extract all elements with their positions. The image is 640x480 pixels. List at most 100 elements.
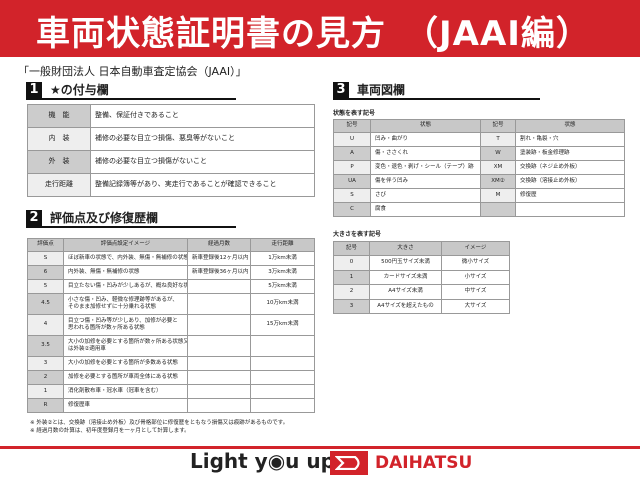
table-cell: 交換跡（ネジ止め外板） — [515, 160, 625, 175]
size-symbol-table: 記号 大きさ イメージ 0 500円玉サイズ未満 微小サイズ 1 カードサイズ未満 小サイズ 2… — [333, 241, 510, 314]
column-header: 記号 — [480, 119, 516, 133]
table-cell: 新車登録後36ヶ月以内 — [187, 265, 251, 280]
table-cell: P — [333, 160, 371, 175]
table-cell: M — [480, 188, 516, 203]
column-header: 記号 — [333, 241, 370, 256]
state-symbol-table: 記号 状態 記号 状態 U 凹み・曲がり T 割れ・亀裂・穴 A 傷・ささくれ W 塗装跡・板金修理… — [333, 119, 625, 217]
table-cell: 修復歴車 — [63, 398, 188, 413]
table-cell — [250, 335, 315, 357]
table-cell: 凹み・曲がり — [370, 132, 481, 147]
table-cell: XM — [480, 160, 516, 175]
table-row: S ほぼ新車の状態で、内外装、無傷・無補修の状態 新車登録後12ヶ月以内 1万km未満 — [27, 251, 315, 266]
table-row: R 修復歴車 — [27, 398, 315, 413]
star-table: 機 能整備、保証付きであること内 装補修の必要な目立つ損傷、悪臭等がないこと外 … — [27, 104, 315, 197]
table-cell: 目立つ傷・凹み等が少しあり、加修が必要と 思われる箇所が数ヶ所ある状態 — [63, 314, 188, 336]
table-cell: 4 — [27, 314, 64, 336]
table-cell: 5万km未満 — [250, 279, 315, 294]
table-cell: さび — [370, 188, 481, 203]
table-cell: S — [27, 251, 64, 266]
table-cell: 0 — [333, 255, 370, 271]
table-cell: A4サイズを超えたもの — [369, 298, 442, 314]
slogan-logo: Light y◉u up — [190, 449, 335, 473]
table-cell: 6 — [27, 265, 64, 280]
table-cell: C — [333, 202, 371, 217]
table-cell: 1万km未満 — [250, 251, 315, 266]
section1-heading: 1 ★の付与欄 — [26, 81, 236, 100]
table-cell — [187, 356, 251, 371]
table-row: 1 消化剤散布車・冠水車（冠車を含む） — [27, 384, 315, 399]
table-cell: 500円玉サイズ未満 — [369, 255, 442, 271]
row-label: 外 装 — [27, 150, 91, 174]
table-cell — [250, 356, 315, 371]
column-header: 経過月数 — [187, 238, 251, 252]
table-cell: 1 — [27, 384, 64, 399]
table-cell: 内外装、無傷・無補修の状態 — [63, 265, 188, 280]
row-label: 機 能 — [27, 104, 91, 128]
table-row: 3 A4サイズを超えたもの 大サイズ — [333, 298, 510, 314]
table-cell: 3万km未満 — [250, 265, 315, 280]
table-cell: 4.5 — [27, 293, 64, 315]
column-header: 記号 — [333, 119, 371, 133]
table-row: 1 カードサイズ未満 小サイズ — [333, 269, 510, 285]
table-cell: 2 — [333, 284, 370, 300]
table-cell: 小サイズ — [441, 269, 510, 285]
table-cell — [250, 384, 315, 399]
table-cell: W — [480, 146, 516, 161]
column-header: 状態 — [370, 119, 481, 133]
title-banner — [0, 0, 640, 57]
section-title: 評価点及び修復歴欄 — [50, 211, 159, 225]
table-cell: S — [333, 188, 371, 203]
section-number: 3 — [333, 81, 349, 98]
table-cell: 傷・ささくれ — [370, 146, 481, 161]
table-cell: R — [27, 398, 64, 413]
table-cell: 大サイズ — [441, 298, 510, 314]
table-cell: 修復歴 — [515, 188, 625, 203]
table-cell: 15万km未満 — [250, 314, 315, 336]
table-cell: 5 — [27, 279, 64, 294]
table-cell: XM② — [480, 174, 516, 189]
daihatsu-emblem-icon — [330, 451, 368, 475]
table-cell: 消化剤散布車・冠水車（冠車を含む） — [63, 384, 188, 399]
section-title: ★の付与欄 — [50, 83, 109, 97]
section2-heading: 2 評価点及び修復歴欄 — [26, 209, 236, 228]
table-row: 走行距離 整備記録簿等があり、実走行であることが確認できること — [27, 173, 315, 197]
table-cell — [187, 279, 251, 294]
table-row: 4 目立つ傷・凹み等が少しあり、加修が必要と 思われる箇所が数ヶ所ある状態 15万k… — [27, 314, 315, 336]
table-row: 5 目立たない傷・凹みが少しあるが、概ね良好な状態 5万km未満 — [27, 279, 315, 294]
note-2: ※ 経過月数の計算は、初年度登録月を一ヶ月として計算します。 — [30, 428, 190, 434]
table-cell: 交換跡（溶接止め外板） — [515, 174, 625, 189]
table-cell: 加修を必要とする箇所が車両全体にある状態 — [63, 370, 188, 385]
table-row: 3.5 大小の加修を必要とする箇所が数ヶ所ある状態又 は外装②適用車 — [27, 335, 315, 357]
table-row: U 凹み・曲がり T 割れ・亀裂・穴 — [333, 132, 625, 147]
row-text: 補修の必要な目立つ損傷、悪臭等がないこと — [90, 127, 315, 151]
table-cell: A — [333, 146, 371, 161]
table-cell: 中サイズ — [441, 284, 510, 300]
table-cell: UA — [333, 174, 371, 189]
table-cell: 新車登録後12ヶ月以内 — [187, 251, 251, 266]
table-cell: 大小の加修を必要とする箇所が多数ある状態 — [63, 356, 188, 371]
table-row: 外 装補修の必要な目立つ損傷がないこと — [27, 150, 315, 174]
column-header: 走行距離 — [250, 238, 315, 252]
table-row: UA 傷を伴う凹み XM② 交換跡（溶接止め外板） — [333, 174, 625, 189]
table-cell — [187, 293, 251, 315]
column-header: 大きさ — [369, 241, 442, 256]
size-symbol-label: 大きさを表す記号 — [333, 231, 382, 238]
table-cell: A4サイズ未満 — [369, 284, 442, 300]
table-cell — [187, 335, 251, 357]
row-label: 内 装 — [27, 127, 91, 151]
table-cell: U — [333, 132, 371, 147]
table-row: S さび M 修復歴 — [333, 188, 625, 203]
table-row: A 傷・ささくれ W 塗装跡・板金修理跡 — [333, 146, 625, 161]
table-cell: T — [480, 132, 516, 147]
table-cell: 割れ・亀裂・穴 — [515, 132, 625, 147]
table-cell: 傷を伴う凹み — [370, 174, 481, 189]
table-cell — [187, 398, 251, 413]
note-1: ※ 外装②とは、交換跡（溶接止め外板）及び骨格部位に修復歴をともなう損傷又は痕跡… — [30, 420, 289, 426]
table-cell: ほぼ新車の状態で、内外装、無傷・無補修の状態 — [63, 251, 188, 266]
table-cell — [480, 202, 516, 217]
table-cell: 2 — [27, 370, 64, 385]
table-row: 2 加修を必要とする箇所が車両全体にある状態 — [27, 370, 315, 385]
table-row: 3 大小の加修を必要とする箇所が多数ある状態 — [27, 356, 315, 371]
table-cell: 1 — [333, 269, 370, 285]
table-cell: 変色・退色・剥げ・シール（テープ）跡 — [370, 160, 481, 175]
